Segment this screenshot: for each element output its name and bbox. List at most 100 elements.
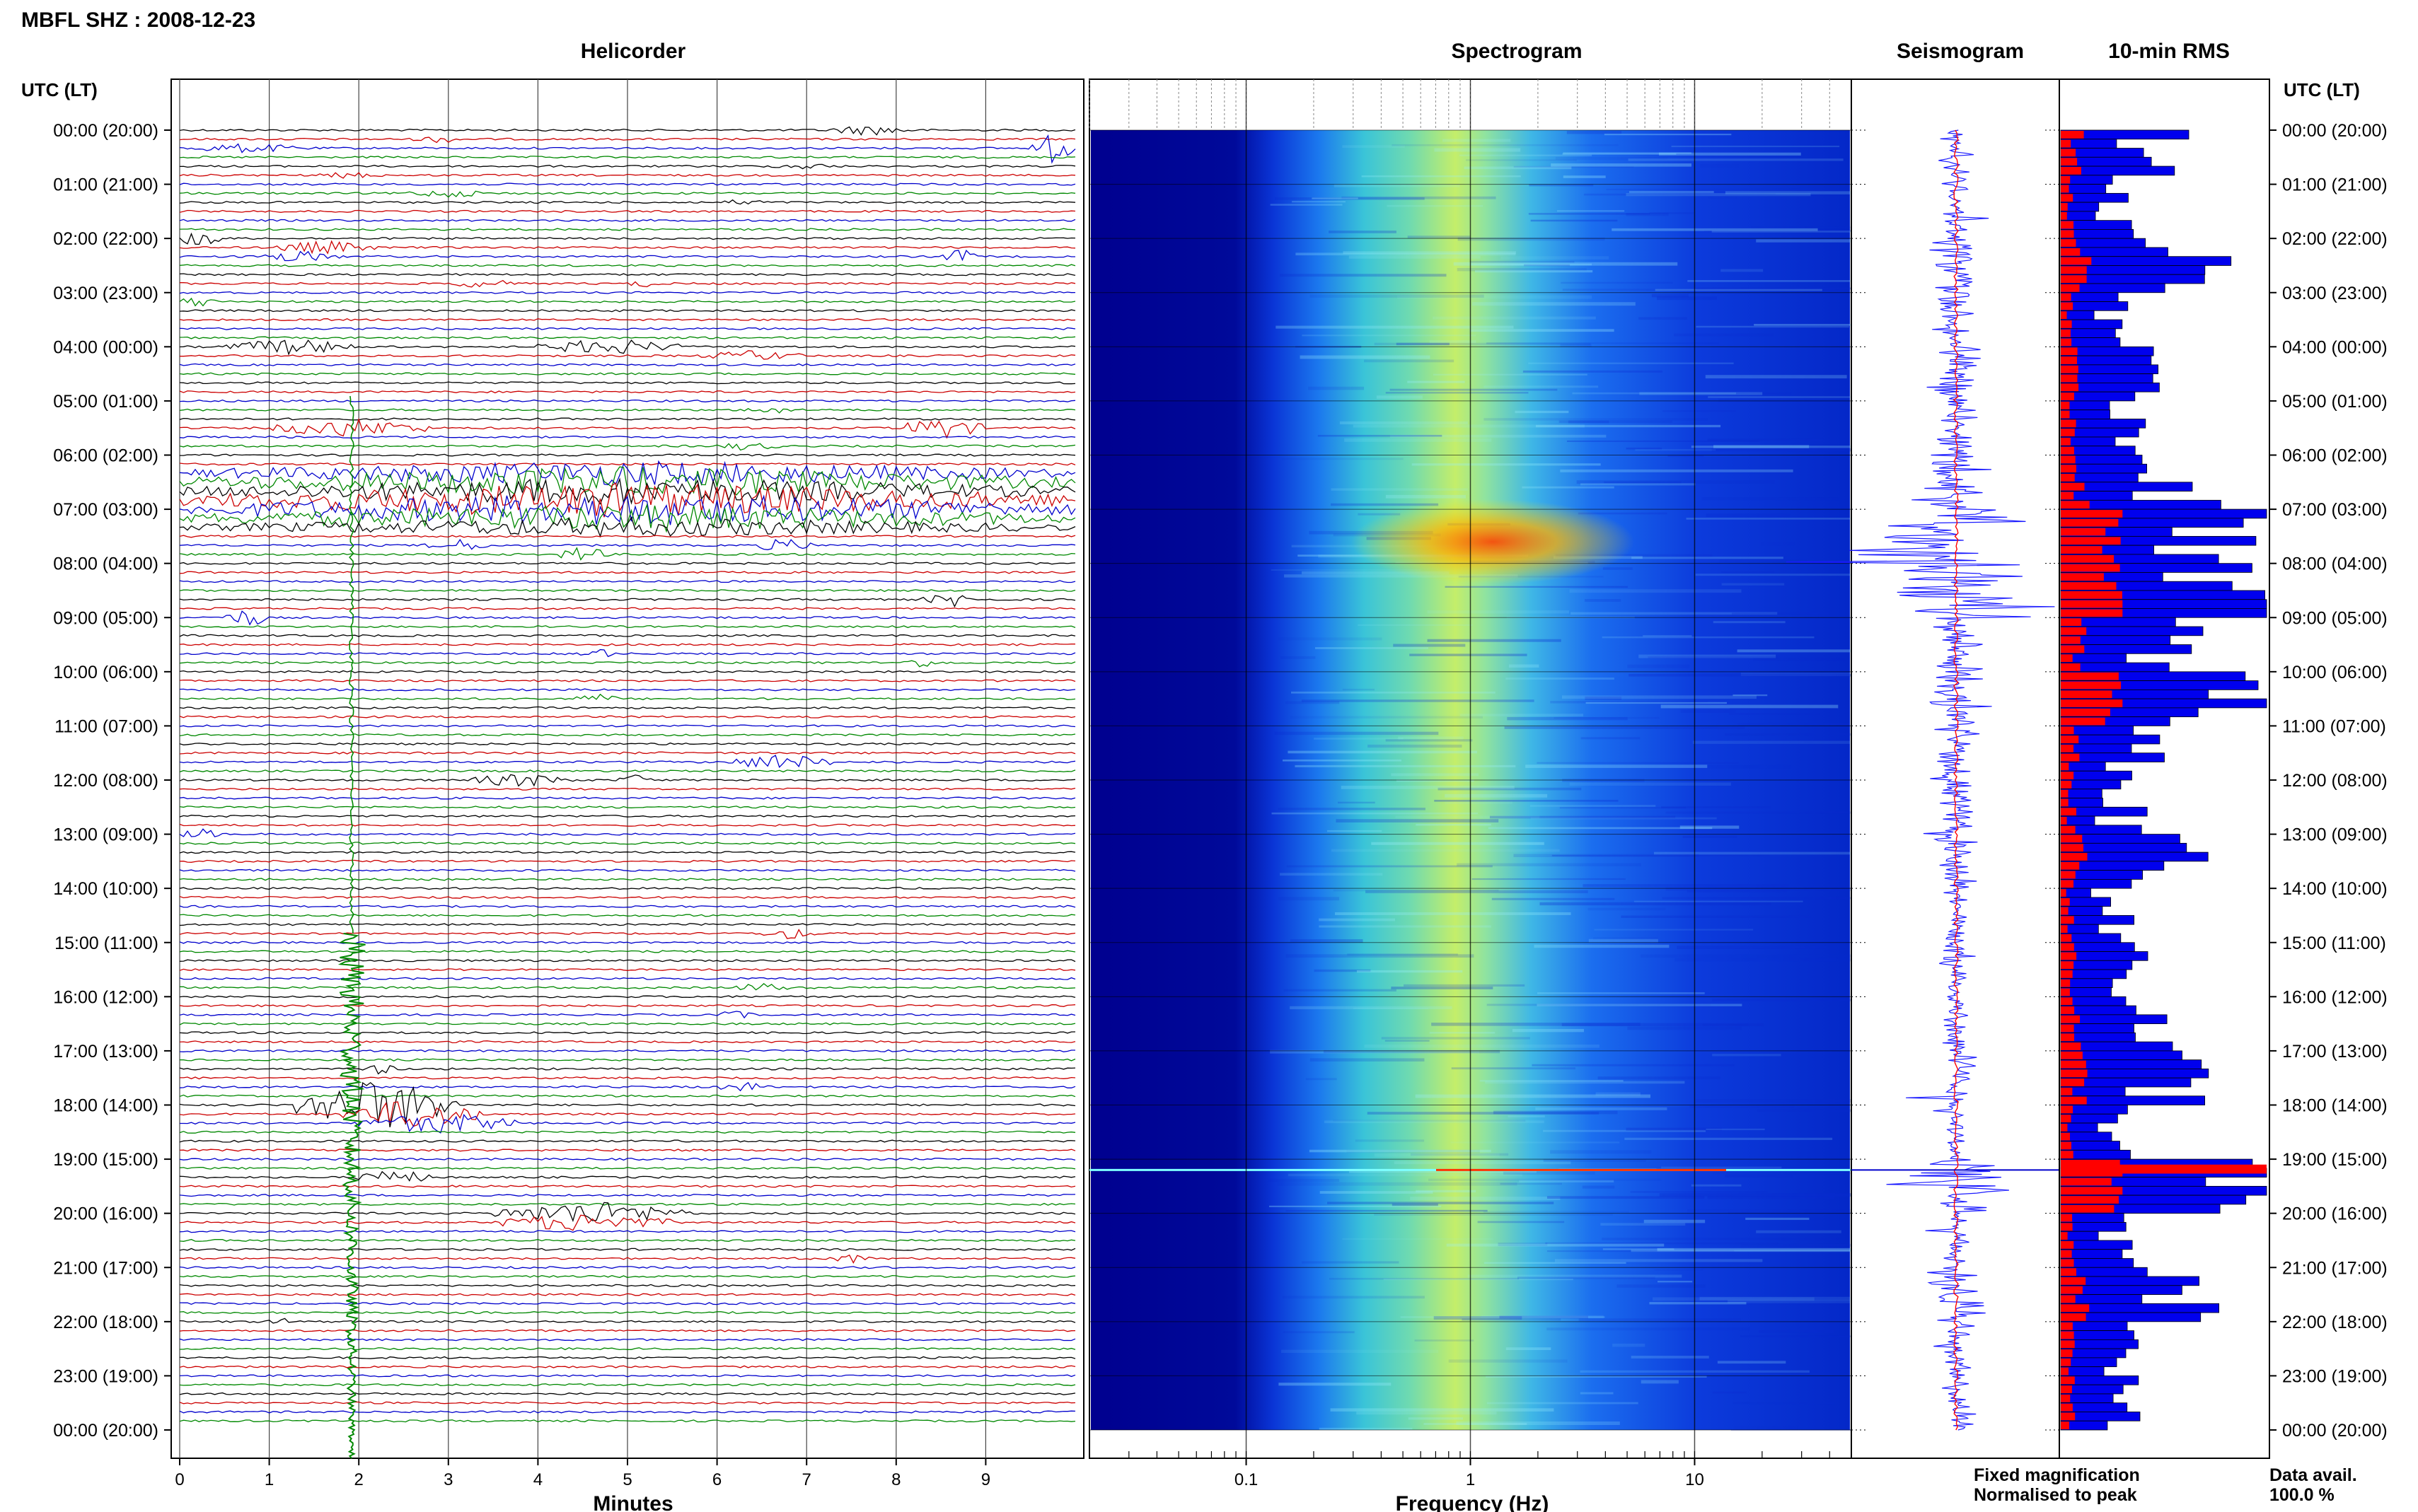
- spectrogram-stripe: [1481, 1315, 1604, 1318]
- helicorder-teleseism-trace: [337, 933, 366, 1459]
- spectrogram-stripe: [1687, 890, 1787, 892]
- spectrogram-stripe: [1271, 569, 1422, 571]
- rms-normalised-bar: [2061, 943, 2074, 951]
- time-tick-label-right: 10:00 (06:00): [2282, 663, 2388, 682]
- rms-normalised-bar: [2061, 1277, 2086, 1285]
- time-tick-label-left: 06:00 (02:00): [53, 446, 158, 466]
- helicorder-trace: [179, 390, 1076, 394]
- spectrogram-stripe: [1665, 887, 1872, 891]
- rms-panel: [2059, 78, 2270, 1459]
- helicorder-trace: [179, 706, 1076, 709]
- helicorder-trace: [179, 435, 1076, 439]
- rms-normalised-bar: [2061, 302, 2073, 310]
- spectrogram-stripe: [1327, 830, 1382, 832]
- helicorder-trace: [179, 774, 1076, 787]
- helicorder-trace: [179, 1166, 1076, 1170]
- minutes-tick-label: 5: [623, 1470, 632, 1489]
- spectrogram-stripe: [1626, 213, 1669, 216]
- spectrogram-stripe: [1691, 1184, 1742, 1187]
- station-title: MBFL SHZ : 2008-12-23: [21, 8, 255, 32]
- time-tick-label-right: 21:00 (17:00): [2282, 1258, 2388, 1278]
- frequency-tick-label: 0.1: [1234, 1470, 1258, 1489]
- helicorder-trace: [179, 787, 1076, 791]
- spectrogram-stripe: [1505, 678, 1614, 680]
- spectrogram-stripe: [1288, 750, 1478, 754]
- spectrogram-stripe: [1712, 1054, 1781, 1057]
- rms-title: 10-min RMS: [2108, 40, 2230, 63]
- helicorder-trace: [179, 1284, 1076, 1287]
- spectrogram-stripe: [1385, 739, 1473, 742]
- spectrogram-stripe: [1563, 175, 1606, 178]
- helicorder-trace: [180, 1113, 1076, 1134]
- rms-normalised-bar: [2061, 897, 2070, 906]
- spectrogram-stripe: [1400, 1316, 1605, 1318]
- spectrogram-stripe: [1604, 134, 1732, 136]
- rms-normalised-bar: [2061, 1286, 2083, 1294]
- spectrogram-stripe: [1509, 664, 1539, 668]
- rms-normalised-bar: [2061, 185, 2069, 193]
- spectrogram-stripe: [1486, 1376, 1707, 1378]
- rms-normalised-bar: [2061, 1250, 2072, 1258]
- rms-normalised-bar: [2061, 636, 2081, 644]
- spectrogram-stripe: [1651, 293, 1689, 298]
- rms-normalised-bar: [2061, 1115, 2071, 1123]
- spectrogram-stripe: [1585, 599, 1621, 602]
- minutes-tick-label: 7: [802, 1470, 811, 1489]
- helicorder-trace: [179, 977, 1076, 980]
- time-tick-label-left: 18:00 (14:00): [53, 1096, 158, 1116]
- spectrogram-stripe: [1753, 658, 1847, 661]
- spectrogram-stripe: [1329, 1277, 1520, 1280]
- spectrogram-stripe: [1696, 325, 1849, 328]
- time-tick-label-right: 13:00 (09:00): [2282, 825, 2388, 845]
- seismogram-trace: [1786, 129, 2055, 1431]
- spectrogram-stripe: [1342, 1238, 1493, 1240]
- spectrogram-stripe: [1274, 731, 1439, 735]
- helicorder-trace: [179, 417, 1076, 439]
- spectrogram-stripe: [1283, 1331, 1355, 1334]
- helicorder-trace: [179, 1049, 1075, 1053]
- rms-normalised-bar: [2061, 419, 2076, 428]
- spectrogram-stripe: [1392, 1203, 1438, 1206]
- spectrogram-stripe: [1416, 823, 1491, 826]
- spectrogram-stripe: [1711, 448, 1926, 452]
- spectrogram-stripe: [1434, 148, 1521, 152]
- rms-normalised-bar: [2061, 248, 2081, 256]
- spectrogram-stripe: [1759, 1330, 1834, 1333]
- spectrogram-stripe: [1278, 1383, 1392, 1386]
- spectrogram-stripe: [1515, 410, 1569, 414]
- spectrogram-stripe: [1278, 808, 1425, 810]
- rms-normalised-bar: [2061, 320, 2072, 328]
- spectrogram-stripe: [1707, 764, 1791, 769]
- spectrogram-stripe: [1504, 726, 1745, 729]
- rms-normalised-bar: [2061, 383, 2079, 392]
- time-axis-label-right: UTC (LT): [2284, 79, 2360, 100]
- spectrogram-stripe: [1638, 654, 1776, 658]
- spectrogram-stripe: [1337, 801, 1375, 804]
- spectrogram-stripe: [1356, 970, 1463, 973]
- minutes-tick-label: 1: [265, 1470, 274, 1489]
- time-tick-label-right: 00:00 (20:00): [2282, 1421, 2388, 1441]
- rms-normalised-bar: [2061, 474, 2075, 482]
- spectrogram-stripe: [1602, 1248, 1674, 1250]
- time-tick-label-left: 08:00 (04:00): [53, 554, 158, 574]
- spectrogram-stripe: [1667, 455, 1704, 458]
- spectrogram-stripe: [1407, 235, 1470, 238]
- spectrogram-stripe: [1745, 1217, 1810, 1221]
- spectrogram-stripe: [1717, 1361, 1786, 1364]
- spectrogram-stripe: [1612, 228, 1818, 231]
- helicorder-trace: [179, 751, 1076, 755]
- spectrogram-stripe: [1569, 782, 1731, 786]
- spectrogram-stripe: [1662, 410, 1736, 412]
- helicorder-trace: [179, 755, 1076, 769]
- spectrogram-stripe: [1356, 1412, 1497, 1415]
- spectrogram-stripe: [1464, 166, 1572, 170]
- spectrogram-stripe: [1737, 723, 1851, 726]
- time-tick-label-left: 16:00 (12:00): [53, 987, 158, 1007]
- spectrogram-stripe: [1563, 152, 1691, 154]
- spectrogram-stripe: [1433, 373, 1587, 376]
- spectrogram-stripe: [1686, 518, 1870, 520]
- spectrogram-stripe: [1459, 714, 1584, 716]
- spectrogram-stripe: [1285, 1209, 1488, 1212]
- spectrogram-stripe: [1397, 295, 1592, 299]
- helicorder-trace: [179, 806, 1076, 809]
